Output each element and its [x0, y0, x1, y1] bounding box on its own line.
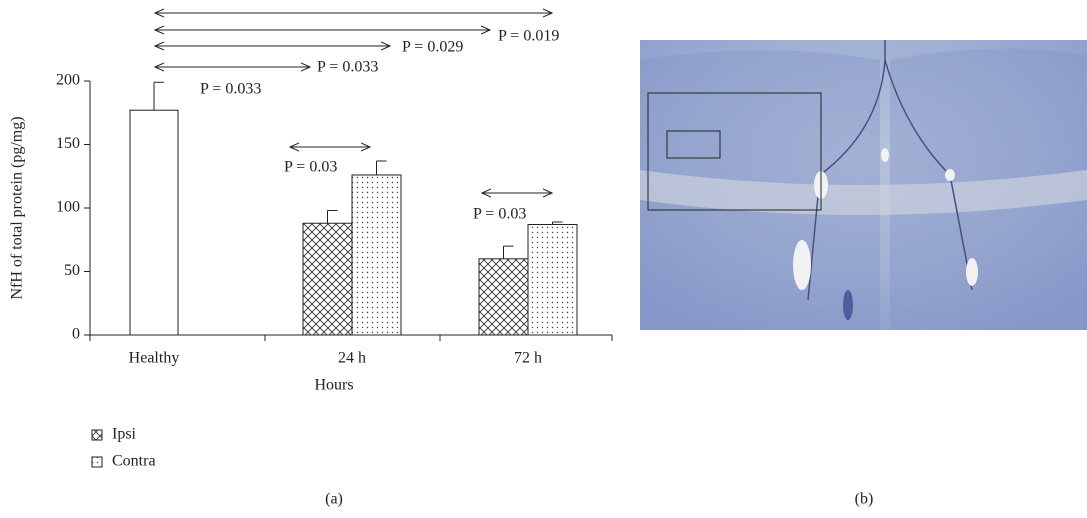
legend-swatch — [92, 457, 102, 467]
error-bar — [377, 161, 387, 175]
brain-image — [640, 40, 1087, 330]
error-bar — [328, 211, 338, 224]
y-tick-label: 200 — [56, 72, 80, 89]
x-axis-label: Hours — [314, 377, 353, 394]
x-tick-label: 72 h — [514, 350, 542, 367]
y-tick-label: 50 — [64, 262, 80, 279]
x-tick-label: Healthy — [129, 350, 180, 367]
p-value-label: P = 0.03 — [284, 159, 337, 176]
bar — [479, 259, 528, 335]
bar — [528, 225, 577, 335]
p-value-label: P = 0.033 — [200, 81, 261, 98]
bar — [303, 223, 352, 335]
page: Hours NfH of total protein (pg/mg) (a) (… — [0, 0, 1087, 518]
error-bar — [154, 82, 164, 110]
figure: Hours NfH of total protein (pg/mg) (a) (… — [0, 0, 1087, 518]
y-tick-label: 150 — [56, 135, 80, 152]
panel-label: (b) — [855, 491, 874, 508]
legend-label: Ipsi — [112, 426, 137, 443]
error-bar — [504, 246, 514, 259]
p-value-label: P = 0.03 — [473, 206, 526, 223]
legend-swatch — [92, 430, 102, 440]
p-value-label: P = 0.033 — [317, 59, 378, 76]
bar — [352, 175, 401, 335]
y-axis-label: NfH of total protein (pg/mg) — [9, 116, 26, 299]
p-value-label: P = 0.029 — [402, 39, 463, 56]
legend-label: Contra — [112, 453, 156, 470]
p-value-label: P = 0.019 — [498, 28, 559, 45]
x-tick-label: 24 h — [338, 350, 366, 367]
y-tick-label: 100 — [56, 199, 80, 216]
bar — [130, 110, 178, 335]
y-tick-label: 0 — [72, 326, 80, 343]
panel-label: (a) — [325, 491, 343, 508]
